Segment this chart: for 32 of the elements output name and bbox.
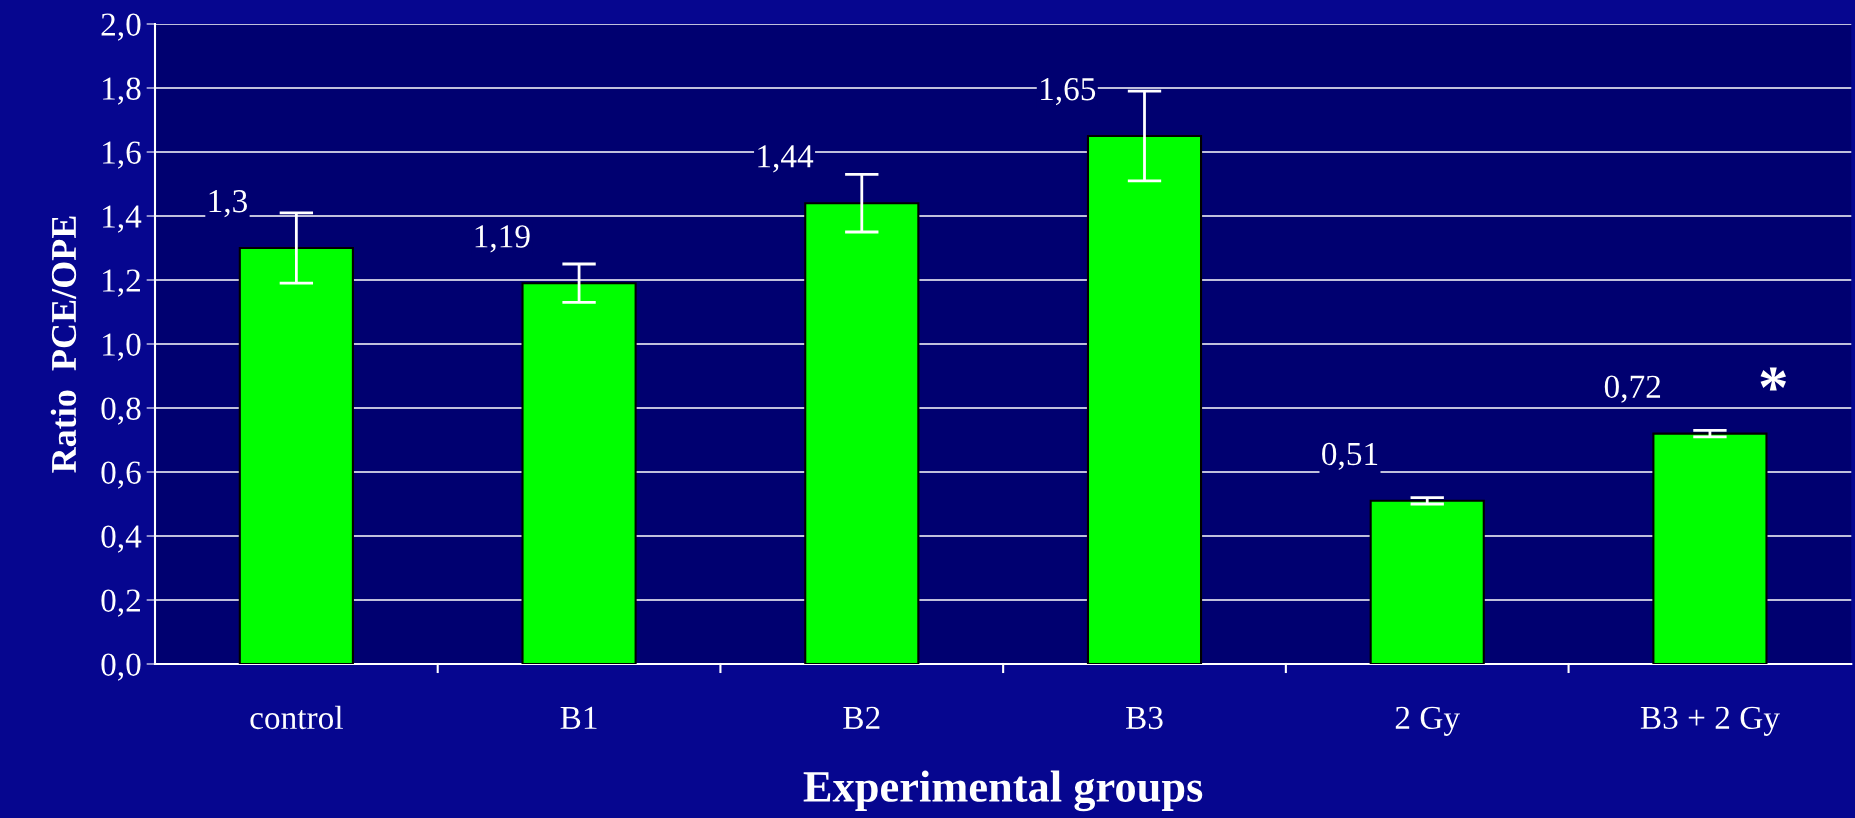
y-tick-label: 1,8: [103, 77, 141, 105]
x-axis-title: Experimental groups: [803, 770, 1203, 812]
y-tick-label: 1,2: [103, 269, 140, 297]
data-label: 1,19: [475, 225, 530, 253]
bar: [1652, 432, 1768, 664]
data-label: 1,44: [758, 145, 814, 173]
x-tick-label: B3: [1126, 706, 1163, 730]
bar: [804, 202, 920, 664]
x-tick-label: B3 + 2 Gy: [1640, 706, 1780, 736]
data-label: 1,3: [209, 190, 247, 218]
y-axis-title: Ratio PCE/OPE: [50, 216, 77, 473]
y-tick-label: 0,6: [101, 461, 141, 489]
y-tick-label: 0,2: [101, 589, 140, 617]
bar: [521, 282, 637, 664]
data-label: 0,72: [1604, 375, 1661, 403]
bar: [1086, 134, 1203, 664]
x-tick-label: 2 Gy: [1395, 706, 1460, 736]
bar: [238, 246, 354, 664]
y-tick-label: 2,0: [101, 13, 141, 41]
x-tick-label: control: [250, 705, 343, 730]
x-tick-label: B2: [843, 706, 880, 729]
y-tick-label: 1,6: [103, 141, 141, 169]
x-tick-label: B1: [560, 706, 597, 729]
y-tick-label: 0,4: [101, 525, 142, 553]
y-tick-label: 0,8: [101, 397, 141, 425]
y-tick-label: 1,4: [103, 205, 142, 233]
y-tick-label: 1,0: [103, 333, 141, 361]
y-tick-label: 0,0: [101, 653, 141, 681]
annotation: *: [1760, 367, 1787, 391]
bar: [1369, 499, 1485, 664]
data-label: 0,51: [1322, 442, 1378, 471]
data-label: 1,65: [1041, 78, 1096, 106]
